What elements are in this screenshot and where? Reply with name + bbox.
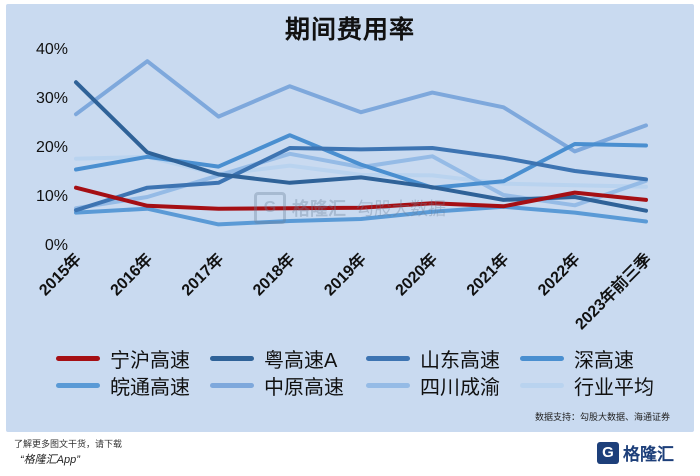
legend-item: 深高速 bbox=[520, 344, 634, 373]
y-tick-label: 20% bbox=[36, 139, 68, 156]
x-tick-label: 2022年 bbox=[534, 249, 584, 299]
footer-logo: G 格隆汇 bbox=[597, 440, 674, 465]
legend-item: 中原高速 bbox=[210, 371, 344, 400]
legend-item: 四川成渝 bbox=[366, 371, 500, 400]
chart-panel: 期间费用率 0% 10% 20% 30% 40% 2015年 2016年 2017年 2018… bbox=[6, 4, 694, 432]
x-tick-label: 2015年 bbox=[35, 249, 85, 299]
y-tick-label: 0% bbox=[45, 237, 68, 254]
legend-swatch bbox=[210, 383, 254, 388]
series-line-宁沪高速 bbox=[74, 185, 648, 211]
data-source: 数据支持：勾股大数据、海通证券 bbox=[534, 412, 670, 422]
legend-swatch bbox=[520, 356, 564, 361]
legend-label: 行业平均 bbox=[574, 377, 654, 399]
legend-swatch bbox=[210, 356, 254, 361]
x-tick-label: 2017年 bbox=[177, 249, 227, 299]
x-tick-label: 2019年 bbox=[320, 249, 370, 299]
footer-note: 了解更多图文干货，请下载 bbox=[14, 439, 123, 449]
x-tick-label: 2021年 bbox=[462, 249, 512, 299]
x-tick-label: 2020年 bbox=[391, 249, 441, 299]
legend-swatch bbox=[520, 383, 564, 388]
series-lines bbox=[74, 59, 648, 227]
chart-title: 期间费用率 bbox=[284, 16, 415, 44]
legend-label: 四川成渝 bbox=[420, 377, 500, 399]
y-tick-label: 40% bbox=[36, 41, 68, 58]
legend-swatch bbox=[366, 356, 410, 361]
x-tick-label: 2018年 bbox=[249, 249, 299, 299]
legend-item: 行业平均 bbox=[520, 371, 654, 400]
series-line-皖通高速 bbox=[74, 204, 648, 227]
legend-item: 山东高速 bbox=[366, 344, 500, 373]
legend-item: 粤高速A bbox=[210, 344, 337, 373]
legend-item: 皖通高速 bbox=[56, 371, 190, 400]
y-tick-label: 30% bbox=[36, 90, 68, 107]
legend-label: 深高速 bbox=[574, 350, 634, 372]
y-tick-label: 10% bbox=[36, 188, 68, 205]
series-line-中原高速 bbox=[74, 59, 648, 154]
legend-label: 山东高速 bbox=[420, 350, 500, 372]
brand-name: 格隆汇 bbox=[623, 445, 674, 464]
legend-label: 中原高速 bbox=[264, 377, 344, 399]
legend-swatch bbox=[56, 356, 100, 361]
legend-swatch bbox=[56, 383, 100, 388]
y-axis: 0% 10% 20% 30% 40% bbox=[36, 41, 68, 254]
series-line-行业平均 bbox=[74, 154, 648, 189]
legend-label: 皖通高速 bbox=[110, 377, 190, 399]
series-line-山东高速 bbox=[74, 146, 648, 213]
series-line-四川成渝 bbox=[74, 151, 648, 211]
legend-item: 宁沪高速 bbox=[56, 344, 190, 373]
legend-swatch bbox=[366, 383, 410, 388]
footer-app-name[interactable]: “格隆汇App” bbox=[20, 454, 80, 466]
legend-label: 粤高速A bbox=[264, 350, 338, 372]
legend-label: 宁沪高速 bbox=[110, 350, 190, 372]
x-tick-label: 2016年 bbox=[106, 249, 156, 299]
brand-logo-icon: G bbox=[597, 441, 619, 464]
line-chart: 0% 10% 20% 30% 40% 2015年 2016年 2017年 2018年 2019年… bbox=[35, 41, 656, 334]
x-axis: 2015年 2016年 2017年 2018年 2019年 2020年 2021年 2022年… bbox=[35, 249, 656, 334]
x-tick-label: 2023年前三季 bbox=[571, 249, 656, 334]
